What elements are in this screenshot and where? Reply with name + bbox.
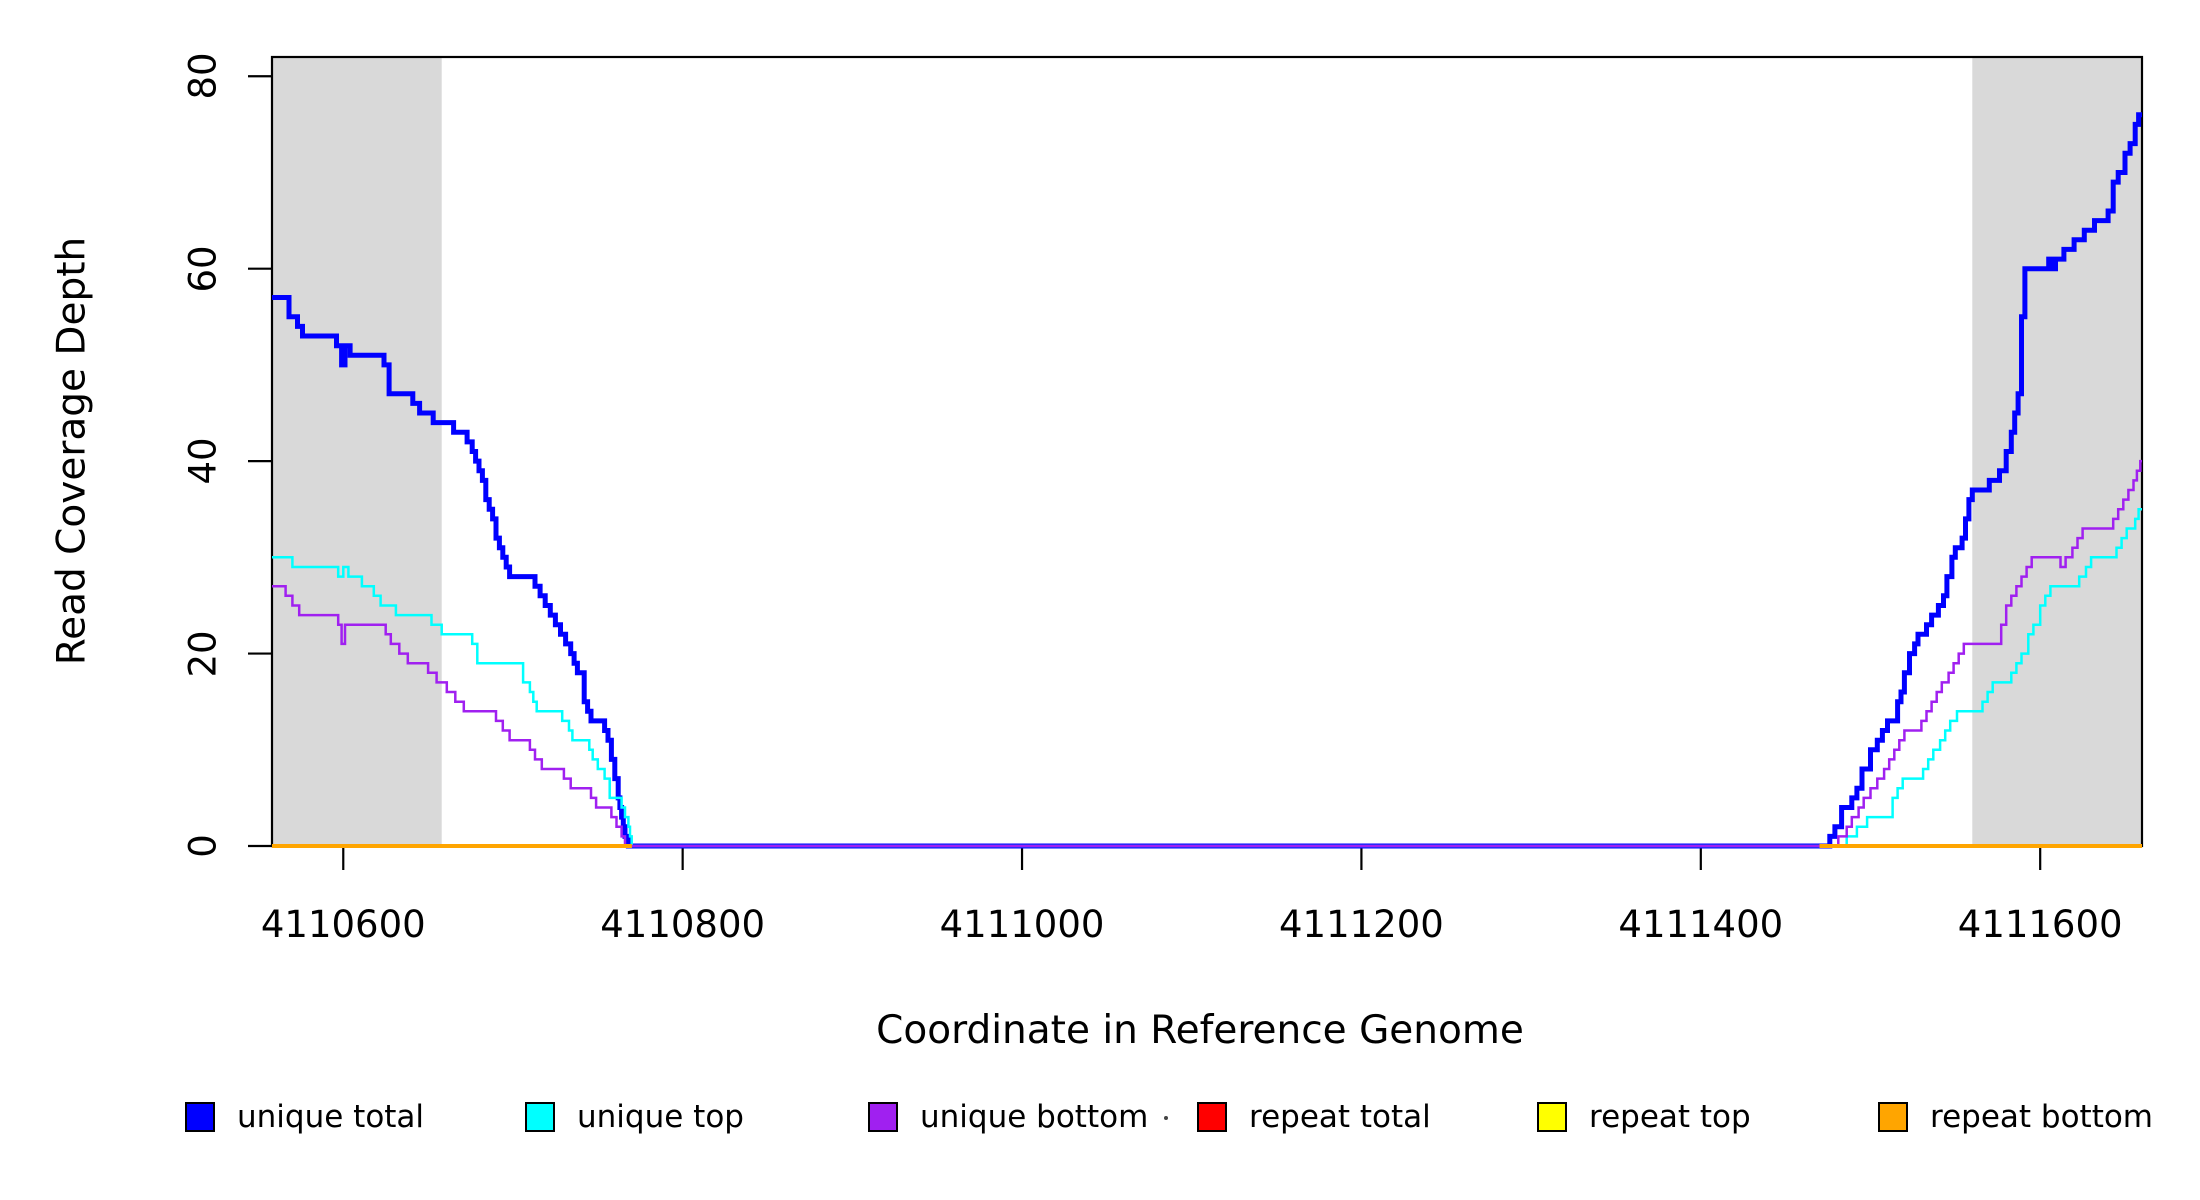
series-path-unique-top (272, 507, 2142, 848)
plot-box-and-ticks (248, 55, 2144, 870)
legend-item-unique-total: unique total (185, 1099, 425, 1135)
y-tick-label: 40 (181, 437, 225, 485)
plot-box (270, 55, 2144, 848)
legend-label: unique top (577, 1099, 744, 1135)
legend-item-repeat-top: repeat top (1537, 1099, 1751, 1135)
x-tick-label: 4111000 (939, 903, 1105, 946)
legend-label: unique total (237, 1099, 425, 1135)
legend-swatch (185, 1102, 215, 1132)
y-tick-label: 80 (181, 52, 225, 100)
series-path-unique-bottom (272, 459, 2142, 848)
shaded-anchor-bands (272, 57, 2142, 846)
y-axis-title: Read Coverage Depth (49, 236, 95, 666)
legend-label: repeat total (1249, 1099, 1431, 1135)
x-tick-label: 4111600 (1957, 903, 2123, 946)
legend-swatch (868, 1102, 898, 1132)
legend-label: unique bottom (920, 1099, 1149, 1135)
legend-swatch (1537, 1102, 1567, 1132)
y-tick-label: 20 (181, 630, 225, 678)
x-tick-label: 4111200 (1279, 903, 1444, 946)
legend-item-unique-bottom: unique bottom (868, 1099, 1149, 1135)
x-tick-label: 4111400 (1618, 903, 1784, 946)
legend-swatch (525, 1102, 555, 1132)
legend-item-repeat-total: repeat total (1197, 1099, 1431, 1135)
stray-dot (1164, 1116, 1168, 1120)
x-tick-label: 4110600 (260, 903, 426, 946)
series-path-unique-total (272, 112, 2142, 849)
legend-swatch (1878, 1102, 1908, 1132)
legend-item-repeat-bottom: repeat bottom (1878, 1099, 2154, 1135)
y-tick-label: 60 (181, 245, 225, 293)
legend-item-unique-top: unique top (525, 1099, 744, 1135)
x-axis-title: Coordinate in Reference Genome (876, 1008, 1524, 1053)
legend-label: repeat top (1589, 1099, 1751, 1135)
legend-swatch (1197, 1102, 1227, 1132)
shaded-region (272, 57, 442, 846)
y-tick-label: 0 (181, 834, 225, 858)
legend-label: repeat bottom (1930, 1099, 2154, 1135)
series-lines (272, 112, 2142, 849)
x-tick-label: 4110800 (600, 903, 766, 946)
